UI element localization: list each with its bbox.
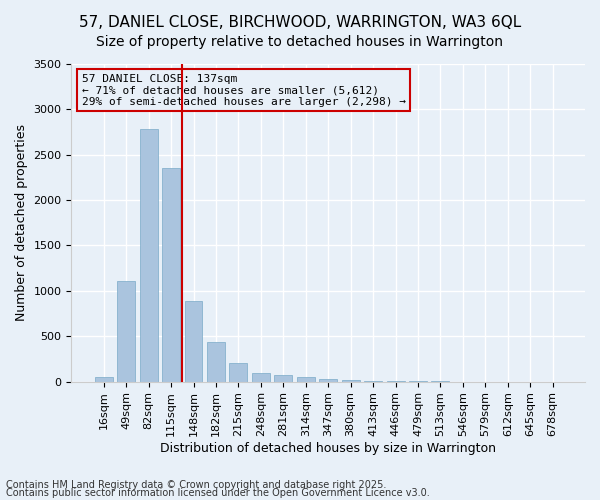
Text: 57 DANIEL CLOSE: 137sqm
← 71% of detached houses are smaller (5,612)
29% of semi: 57 DANIEL CLOSE: 137sqm ← 71% of detache… xyxy=(82,74,406,106)
Bar xyxy=(319,379,337,382)
Bar xyxy=(252,372,270,382)
Bar xyxy=(274,375,292,382)
Bar xyxy=(207,342,225,382)
Bar xyxy=(341,380,359,382)
X-axis label: Distribution of detached houses by size in Warrington: Distribution of detached houses by size … xyxy=(160,442,496,455)
Bar xyxy=(364,381,382,382)
Bar xyxy=(297,377,315,382)
Text: Contains public sector information licensed under the Open Government Licence v3: Contains public sector information licen… xyxy=(6,488,430,498)
Text: 57, DANIEL CLOSE, BIRCHWOOD, WARRINGTON, WA3 6QL: 57, DANIEL CLOSE, BIRCHWOOD, WARRINGTON,… xyxy=(79,15,521,30)
Bar xyxy=(229,364,247,382)
Bar xyxy=(185,301,202,382)
Bar xyxy=(95,377,113,382)
Text: Contains HM Land Registry data © Crown copyright and database right 2025.: Contains HM Land Registry data © Crown c… xyxy=(6,480,386,490)
Y-axis label: Number of detached properties: Number of detached properties xyxy=(15,124,28,322)
Text: Size of property relative to detached houses in Warrington: Size of property relative to detached ho… xyxy=(97,35,503,49)
Bar xyxy=(140,130,158,382)
Bar xyxy=(162,168,180,382)
Bar xyxy=(117,281,135,382)
